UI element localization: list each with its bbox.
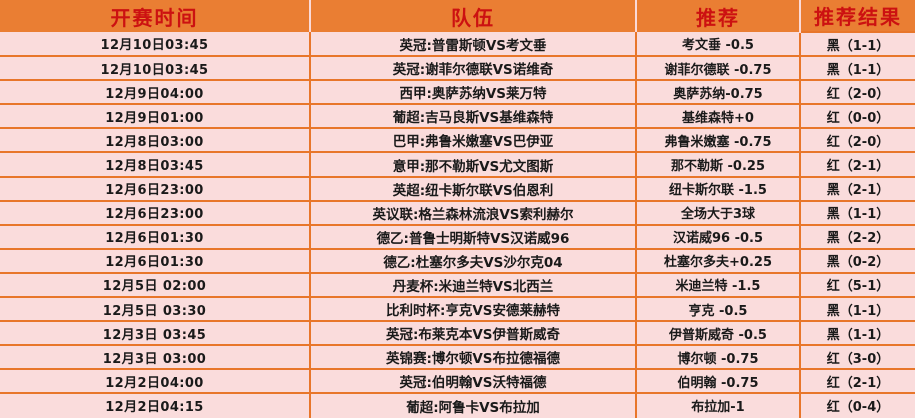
cell-result: 红（3-0）: [800, 344, 915, 370]
cell-kickoff-time: 12月9日01:00: [0, 103, 311, 129]
cell-kickoff-time: 12月2日04:15: [0, 392, 311, 418]
cell-result: 红（0-0）: [800, 103, 915, 129]
cell-recommendation: 奥萨苏纳-0.75: [636, 79, 801, 105]
table-row: 12月6日01:30 德乙:杜塞尔多夫VS沙尔克04 杜塞尔多夫+0.25 黑（0-2…: [0, 247, 915, 273]
cell-teams: 英锦赛:博尔顿VS布拉德福德: [310, 344, 637, 370]
table-row: 12月2日04:15 葡超:阿鲁卡VS布拉加 布拉加-1 红（0-4）: [0, 392, 915, 418]
cell-result: 黑（0-2）: [800, 247, 915, 273]
cell-recommendation: 基维森特+0: [636, 103, 801, 129]
cell-kickoff-time: 12月2日04:00: [0, 368, 311, 394]
cell-kickoff-time: 12月3日 03:45: [0, 320, 311, 346]
cell-result: 红（2-1）: [800, 151, 915, 177]
cell-recommendation: 米迪兰特 -1.5: [636, 271, 801, 298]
table-row: 12月3日 03:00 英锦赛:博尔顿VS布拉德福德 博尔顿 -0.75 红（3-0）: [0, 344, 915, 370]
cell-recommendation: 博尔顿 -0.75: [636, 344, 801, 370]
table-row: 12月9日04:00 西甲:奥萨苏纳VS莱万特 奥萨苏纳-0.75 红（2-0）: [0, 79, 915, 105]
cell-result: 黑（1-1）: [800, 55, 915, 81]
cell-teams: 巴甲:弗鲁米嫩塞VS巴伊亚: [310, 127, 637, 153]
cell-teams: 英超:纽卡斯尔联VS伯恩利: [310, 175, 637, 201]
cell-result: 红（2-1）: [800, 368, 915, 394]
cell-kickoff-time: 12月8日03:45: [0, 151, 311, 177]
table-row: 12月6日01:30 德乙:普鲁士明斯特VS汉诺威96 汉诺威96 -0.5 黑（2-…: [0, 223, 915, 249]
cell-teams: 英冠:伯明翰VS沃特福德: [310, 368, 637, 394]
cell-recommendation: 全场大于3球: [636, 199, 801, 225]
cell-result: 黑（2-2）: [800, 223, 915, 249]
cell-teams: 德乙:普鲁士明斯特VS汉诺威96: [310, 223, 637, 249]
cell-result: 黑（1-1）: [800, 296, 915, 322]
cell-kickoff-time: 12月6日23:00: [0, 199, 311, 225]
cell-teams: 德乙:杜塞尔多夫VS沙尔克04: [310, 247, 637, 273]
cell-result: 红（2-0）: [800, 79, 915, 105]
cell-result: 红（5-1）: [800, 271, 915, 298]
cell-recommendation: 弗鲁米嫩塞 -0.75: [636, 127, 801, 153]
header-teams: 队伍: [310, 0, 637, 32]
cell-result: 红（0-4）: [800, 392, 915, 418]
cell-kickoff-time: 12月5日 03:30: [0, 296, 311, 322]
table-row: 12月5日 02:00 丹麦杯:米迪兰特VS北西兰 米迪兰特 -1.5 红（5-1）: [0, 271, 915, 298]
cell-recommendation: 考文垂 -0.5: [636, 32, 801, 57]
cell-recommendation: 布拉加-1: [636, 392, 801, 418]
table-body: 12月10日03:45 英冠:普雷斯顿VS考文垂 考文垂 -0.5 黑（1-1） 12月…: [0, 30, 915, 418]
cell-recommendation: 伯明翰 -0.75: [636, 368, 801, 394]
cell-teams: 葡超:阿鲁卡VS布拉加: [310, 392, 637, 418]
table-row: 12月6日23:00 英议联:格兰森林流浪VS索利赫尔 全场大于3球 黑（1-1）: [0, 199, 915, 225]
cell-result: 黑（1-1）: [800, 30, 915, 57]
cell-teams: 葡超:吉马良斯VS基维森特: [310, 103, 637, 129]
cell-recommendation: 谢菲尔德联 -0.75: [636, 55, 801, 81]
table-row: 12月8日03:45 意甲:那不勒斯VS尤文图斯 那不勒斯 -0.25 红（2-1）: [0, 151, 915, 177]
cell-kickoff-time: 12月6日01:30: [0, 223, 311, 249]
table-row: 12月2日04:00 英冠:伯明翰VS沃特福德 伯明翰 -0.75 红（2-1）: [0, 368, 915, 394]
header-recommendation: 推荐: [636, 0, 801, 32]
cell-result: 黑（1-1）: [800, 199, 915, 225]
cell-teams: 丹麦杯:米迪兰特VS北西兰: [310, 271, 637, 298]
cell-teams: 英议联:格兰森林流浪VS索利赫尔: [310, 199, 637, 225]
cell-teams: 西甲:奥萨苏纳VS莱万特: [310, 79, 637, 105]
table-row: 12月9日01:00 葡超:吉马良斯VS基维森特 基维森特+0 红（0-0）: [0, 103, 915, 129]
cell-recommendation: 汉诺威96 -0.5: [636, 223, 801, 249]
table-row: 12月10日03:45 英冠:普雷斯顿VS考文垂 考文垂 -0.5 黑（1-1）: [0, 30, 915, 57]
header-row: 开赛时间 队伍 推荐 推荐结果: [0, 0, 915, 32]
cell-kickoff-time: 12月8日03:00: [0, 127, 311, 153]
cell-teams: 英冠:布莱克本VS伊普斯威奇: [310, 320, 637, 346]
cell-kickoff-time: 12月5日 02:00: [0, 271, 311, 298]
table-row: 12月6日23:00 英超:纽卡斯尔联VS伯恩利 纽卡斯尔联 -1.5 黑（2-1）: [0, 175, 915, 201]
cell-teams: 比利时杯:亨克VS安德莱赫特: [310, 296, 637, 322]
cell-recommendation: 纽卡斯尔联 -1.5: [636, 175, 801, 201]
cell-recommendation: 杜塞尔多夫+0.25: [636, 247, 801, 273]
cell-recommendation: 那不勒斯 -0.25: [636, 151, 801, 177]
cell-kickoff-time: 12月10日03:45: [0, 55, 311, 81]
table-row: 12月5日 03:30 比利时杯:亨克VS安德莱赫特 亨克 -0.5 黑（1-1）: [0, 296, 915, 322]
cell-kickoff-time: 12月9日04:00: [0, 79, 311, 105]
cell-teams: 英冠:谢菲尔德联VS诺维奇: [310, 55, 637, 81]
cell-teams: 英冠:普雷斯顿VS考文垂: [310, 32, 637, 57]
table-header: 开赛时间 队伍 推荐 推荐结果: [0, 0, 915, 32]
table-row: 12月10日03:45 英冠:谢菲尔德联VS诺维奇 谢菲尔德联 -0.75 黑（1-1…: [0, 55, 915, 81]
cell-kickoff-time: 12月10日03:45: [0, 32, 311, 57]
cell-result: 黑（2-1）: [800, 175, 915, 201]
cell-result: 红（2-0）: [800, 127, 915, 153]
cell-result: 黑（1-1）: [800, 320, 915, 346]
cell-recommendation: 亨克 -0.5: [636, 296, 801, 322]
table-row: 12月3日 03:45 英冠:布莱克本VS伊普斯威奇 伊普斯威奇 -0.5 黑（1-1…: [0, 320, 915, 346]
table-row: 12月8日03:00 巴甲:弗鲁米嫩塞VS巴伊亚 弗鲁米嫩塞 -0.75 红（2-0）: [0, 127, 915, 153]
cell-kickoff-time: 12月3日 03:00: [0, 344, 311, 370]
header-result: 推荐结果: [800, 0, 915, 32]
cell-teams: 意甲:那不勒斯VS尤文图斯: [310, 151, 637, 177]
cell-recommendation: 伊普斯威奇 -0.5: [636, 320, 801, 346]
cell-kickoff-time: 12月6日23:00: [0, 175, 311, 201]
cell-kickoff-time: 12月6日01:30: [0, 247, 311, 273]
header-kickoff-time: 开赛时间: [0, 0, 311, 32]
